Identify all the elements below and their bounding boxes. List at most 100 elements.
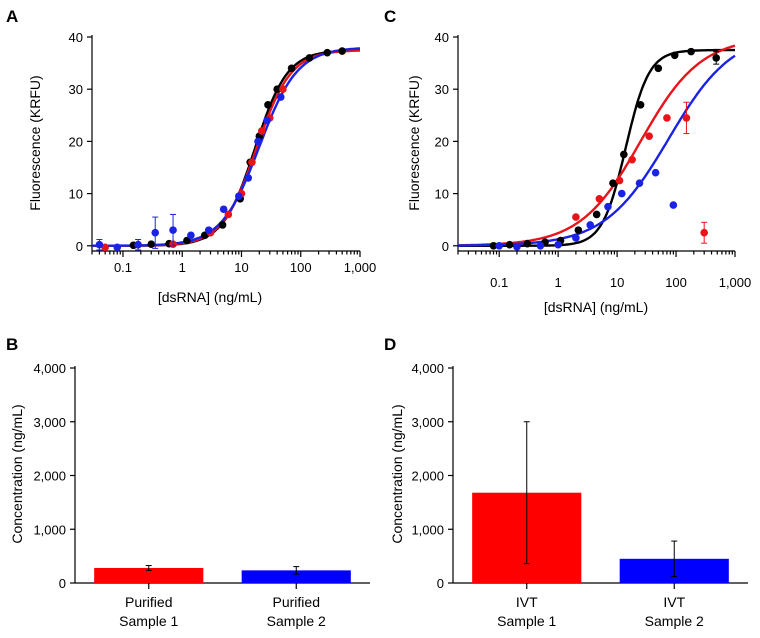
panel-a-point-red	[224, 210, 233, 219]
panel-a-point-black	[305, 54, 314, 62]
panel-a-y-tick-label: 30	[69, 82, 83, 97]
panel-d-category-label: IVT	[516, 594, 538, 610]
panel-c-y-tick-label: 20	[435, 134, 449, 149]
panel-b-category-label: Purified	[125, 594, 172, 610]
panel-c-point-blue	[604, 202, 612, 211]
panel-b-category-label: Sample 2	[267, 613, 326, 629]
panel-d-y-axis-label: Concentration (ng/mL)	[389, 404, 405, 543]
panel-c-point-black	[592, 210, 601, 219]
panel-c-y-tick-label: 40	[435, 30, 449, 45]
panel-c-point-blue	[635, 179, 644, 187]
panel-a-point-blue	[187, 231, 195, 240]
panel-d-y-tick-label: 0	[437, 576, 444, 591]
panel-a-x-tick-label: 10	[234, 260, 248, 275]
panel-d-y-tick-label: 1,000	[411, 522, 444, 537]
panel-a-point-blue	[204, 226, 213, 234]
panel-b-y-tick-label: 4,000	[33, 361, 66, 376]
panel-label-a: A	[6, 7, 18, 26]
panel-c-point-red	[628, 155, 636, 164]
panel-a-point-blue	[276, 93, 285, 101]
panel-d-y-tick-label: 4,000	[411, 361, 444, 376]
panel-d-category-label: IVT	[663, 594, 685, 610]
panel-b-bar	[94, 567, 204, 583]
panel-c-point-black	[687, 47, 695, 56]
panel-c-x-tick-label: 100	[665, 275, 687, 290]
panel-a-point-blue	[234, 192, 243, 200]
panel-c-y-tick-label: 30	[435, 82, 449, 97]
panel-a-point-black	[323, 48, 332, 57]
panel-c-point-blue	[586, 221, 595, 229]
panel-label-b: B	[6, 335, 18, 354]
panel-a-point-black	[264, 101, 272, 109]
panel-a-y-tick-label: 10	[69, 187, 83, 202]
panel-c-point-black	[489, 241, 498, 250]
panel-c-point-red	[615, 176, 624, 185]
panel-a-chart: Fluorescence (KRFU) [dsRNA] (ng/mL) 0 10 2…	[27, 30, 376, 305]
panel-a-point-black	[200, 231, 209, 240]
panel-a-point-blue	[219, 205, 228, 214]
panel-a-point-black	[183, 236, 191, 245]
panel-a-point-black	[147, 240, 156, 249]
panel-a-point-blue	[134, 240, 142, 249]
panel-a-y-tick-label: 20	[69, 134, 83, 149]
panel-c-x-axis-label: [dsRNA] (ng/mL)	[544, 299, 648, 315]
panel-d-y-tick-label: 3,000	[411, 415, 444, 430]
panel-a-x-tick-label: 100	[290, 260, 312, 275]
panel-d-category-label: Sample 1	[497, 613, 556, 629]
panel-a-y-tick-label: 0	[76, 239, 83, 254]
panel-a-point-blue	[113, 243, 122, 252]
panel-c-point-red	[645, 132, 653, 140]
panel-a-point-red	[248, 158, 256, 167]
panel-c-point-red	[682, 114, 691, 122]
panel-b-chart: Concentration (ng/mL) 0 1,000 2,000 3,000 4,…	[9, 361, 370, 629]
panel-d-chart: Concentration (ng/mL) 0 1,000 2,000 3,000 4,…	[389, 361, 748, 629]
panel-a-point-blue	[95, 240, 104, 249]
panel-c-point-blue	[651, 168, 660, 177]
panel-b-y-tick-label: 0	[59, 576, 66, 591]
panel-b-bar	[241, 570, 351, 583]
panel-b-y-tick-label: 2,000	[33, 469, 66, 484]
panel-a-y-tick-label: 40	[69, 30, 83, 45]
panel-a-point-red	[279, 85, 287, 93]
panel-c-point-red	[572, 213, 580, 221]
panel-a-x-axis-label: [dsRNA] (ng/mL)	[158, 289, 262, 305]
panel-c-fit-curve-blue	[458, 54, 736, 247]
panel-c-y-tick-label: 0	[442, 239, 449, 254]
panel-c-point-blue	[572, 234, 580, 242]
panel-c-point-blue	[513, 243, 521, 251]
panel-label-d: D	[384, 335, 396, 354]
panel-c-point-black	[712, 54, 721, 62]
panel-c-point-blue	[617, 189, 626, 198]
panel-a-point-blue	[254, 137, 262, 146]
panel-a-point-blue	[263, 116, 271, 125]
panel-c-y-tick-label: 10	[435, 187, 449, 202]
panel-c-x-tick-label: 10	[610, 275, 624, 290]
panel-a-x-tick-label: 0.1	[114, 260, 132, 275]
panel-c-y-axis-label: Fluorescence (KRFU)	[406, 75, 422, 210]
panel-c-point-black	[636, 101, 645, 109]
panel-c-point-red	[700, 228, 708, 237]
panel-c-point-black	[670, 51, 679, 60]
panel-d-y-tick-label: 2,000	[411, 469, 444, 484]
panel-d-category-label: Sample 2	[645, 613, 704, 629]
panel-c-point-blue	[554, 240, 562, 249]
panel-c-point-blue	[495, 241, 504, 250]
panel-b-category-label: Sample 1	[119, 613, 178, 629]
panel-label-c: C	[384, 7, 396, 26]
panel-c-point-black	[654, 64, 663, 73]
panel-a-point-black	[273, 85, 281, 93]
panel-b-category-label: Purified	[273, 594, 320, 610]
panel-a-point-blue	[169, 226, 177, 234]
panel-a-point-blue	[244, 174, 253, 182]
panel-c-point-blue	[536, 241, 545, 250]
panel-a-point-red	[101, 243, 109, 252]
panel-c-chart: Fluorescence (KRFU) [dsRNA] (ng/mL) 0 10 2…	[406, 30, 751, 315]
panel-b-y-tick-label: 1,000	[33, 522, 66, 537]
panel-a-point-black	[218, 221, 227, 229]
panel-c-point-black	[505, 240, 514, 249]
panel-c-point-red	[663, 114, 671, 122]
panel-c-point-blue	[669, 201, 678, 209]
panel-a-x-tick-label: 1,000	[344, 260, 377, 275]
panel-c-x-tick-label: 1,000	[719, 275, 752, 290]
panel-c-point-black	[620, 150, 628, 159]
